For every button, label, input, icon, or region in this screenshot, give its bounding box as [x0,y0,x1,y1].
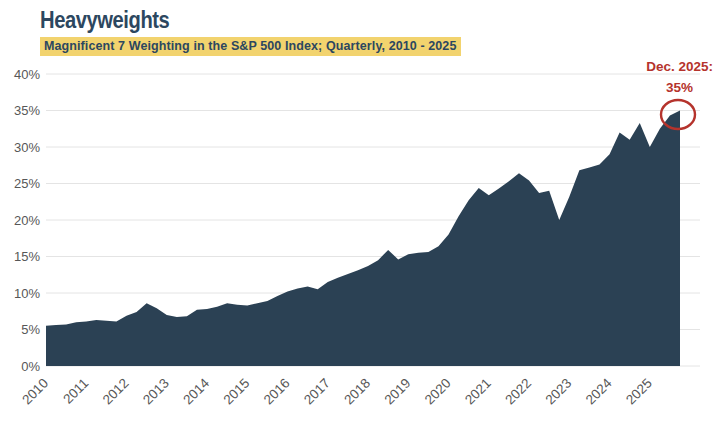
x-tick-label: 2025 [623,376,655,408]
x-tick-label: 2011 [60,376,91,407]
x-tick-label: 2023 [543,376,575,408]
callout-label: Dec. 2025: [646,57,713,78]
x-tick-label: 2018 [341,376,373,408]
y-tick-label: 15% [14,249,40,264]
x-tick-label: 2013 [140,376,172,408]
x-tick-label: 2012 [100,376,132,408]
y-tick-label: 0% [21,359,40,374]
y-tick-label: 35% [14,103,40,118]
x-axis-labels: 2010 2011 201220132014 2015201620172018 2019… [19,375,655,407]
weighting-area-series [46,111,680,367]
x-tick-label: 2017 [301,376,333,408]
y-tick-label: 40% [14,67,40,82]
x-tick-label: 2010 [19,376,51,408]
x-tick-label: 2024 [583,375,615,407]
x-tick-label: 2020 [422,376,454,408]
area-chart: 0%5%10%15%20%25%30%35%40%201020112012201… [0,0,718,421]
y-tick-label: 20% [14,213,40,228]
y-tick-label: 30% [14,140,40,155]
chart-canvas: Heavyweights Magnificent 7 Weighting in … [0,0,718,421]
x-tick-label: 2015 [221,376,253,408]
y-tick-label: 25% [14,176,40,191]
x-tick-label: 2021 [462,376,494,408]
y-tick-label: 10% [14,286,40,301]
x-tick-label: 2016 [261,376,293,408]
x-tick-label: 2022 [502,376,534,408]
x-tick-label: 2019 [382,376,414,408]
y-tick-label: 5% [21,322,40,337]
callout-dec-2025: Dec. 2025: 35% [646,57,713,99]
x-tick-label: 2014 [180,375,212,407]
callout-value: 35% [646,78,713,99]
y-axis-labels: 0% 5% 10% 15% 20% 25% 30% 35% 40% [14,67,40,374]
